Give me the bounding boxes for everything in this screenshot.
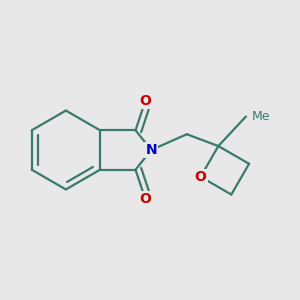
Text: N: N xyxy=(146,143,157,157)
Text: Me: Me xyxy=(252,110,270,123)
Text: O: O xyxy=(140,192,151,206)
Text: O: O xyxy=(195,170,206,184)
Text: O: O xyxy=(140,94,151,108)
